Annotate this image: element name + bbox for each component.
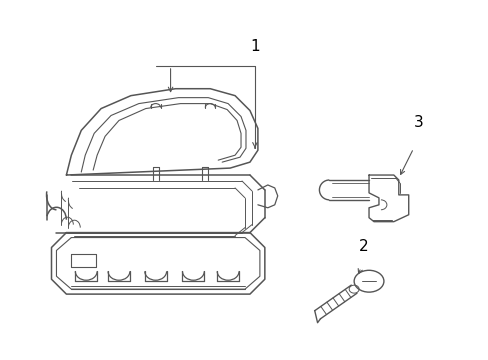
Text: 3: 3 [413,116,423,130]
Text: 2: 2 [359,239,368,255]
Text: 1: 1 [249,39,259,54]
